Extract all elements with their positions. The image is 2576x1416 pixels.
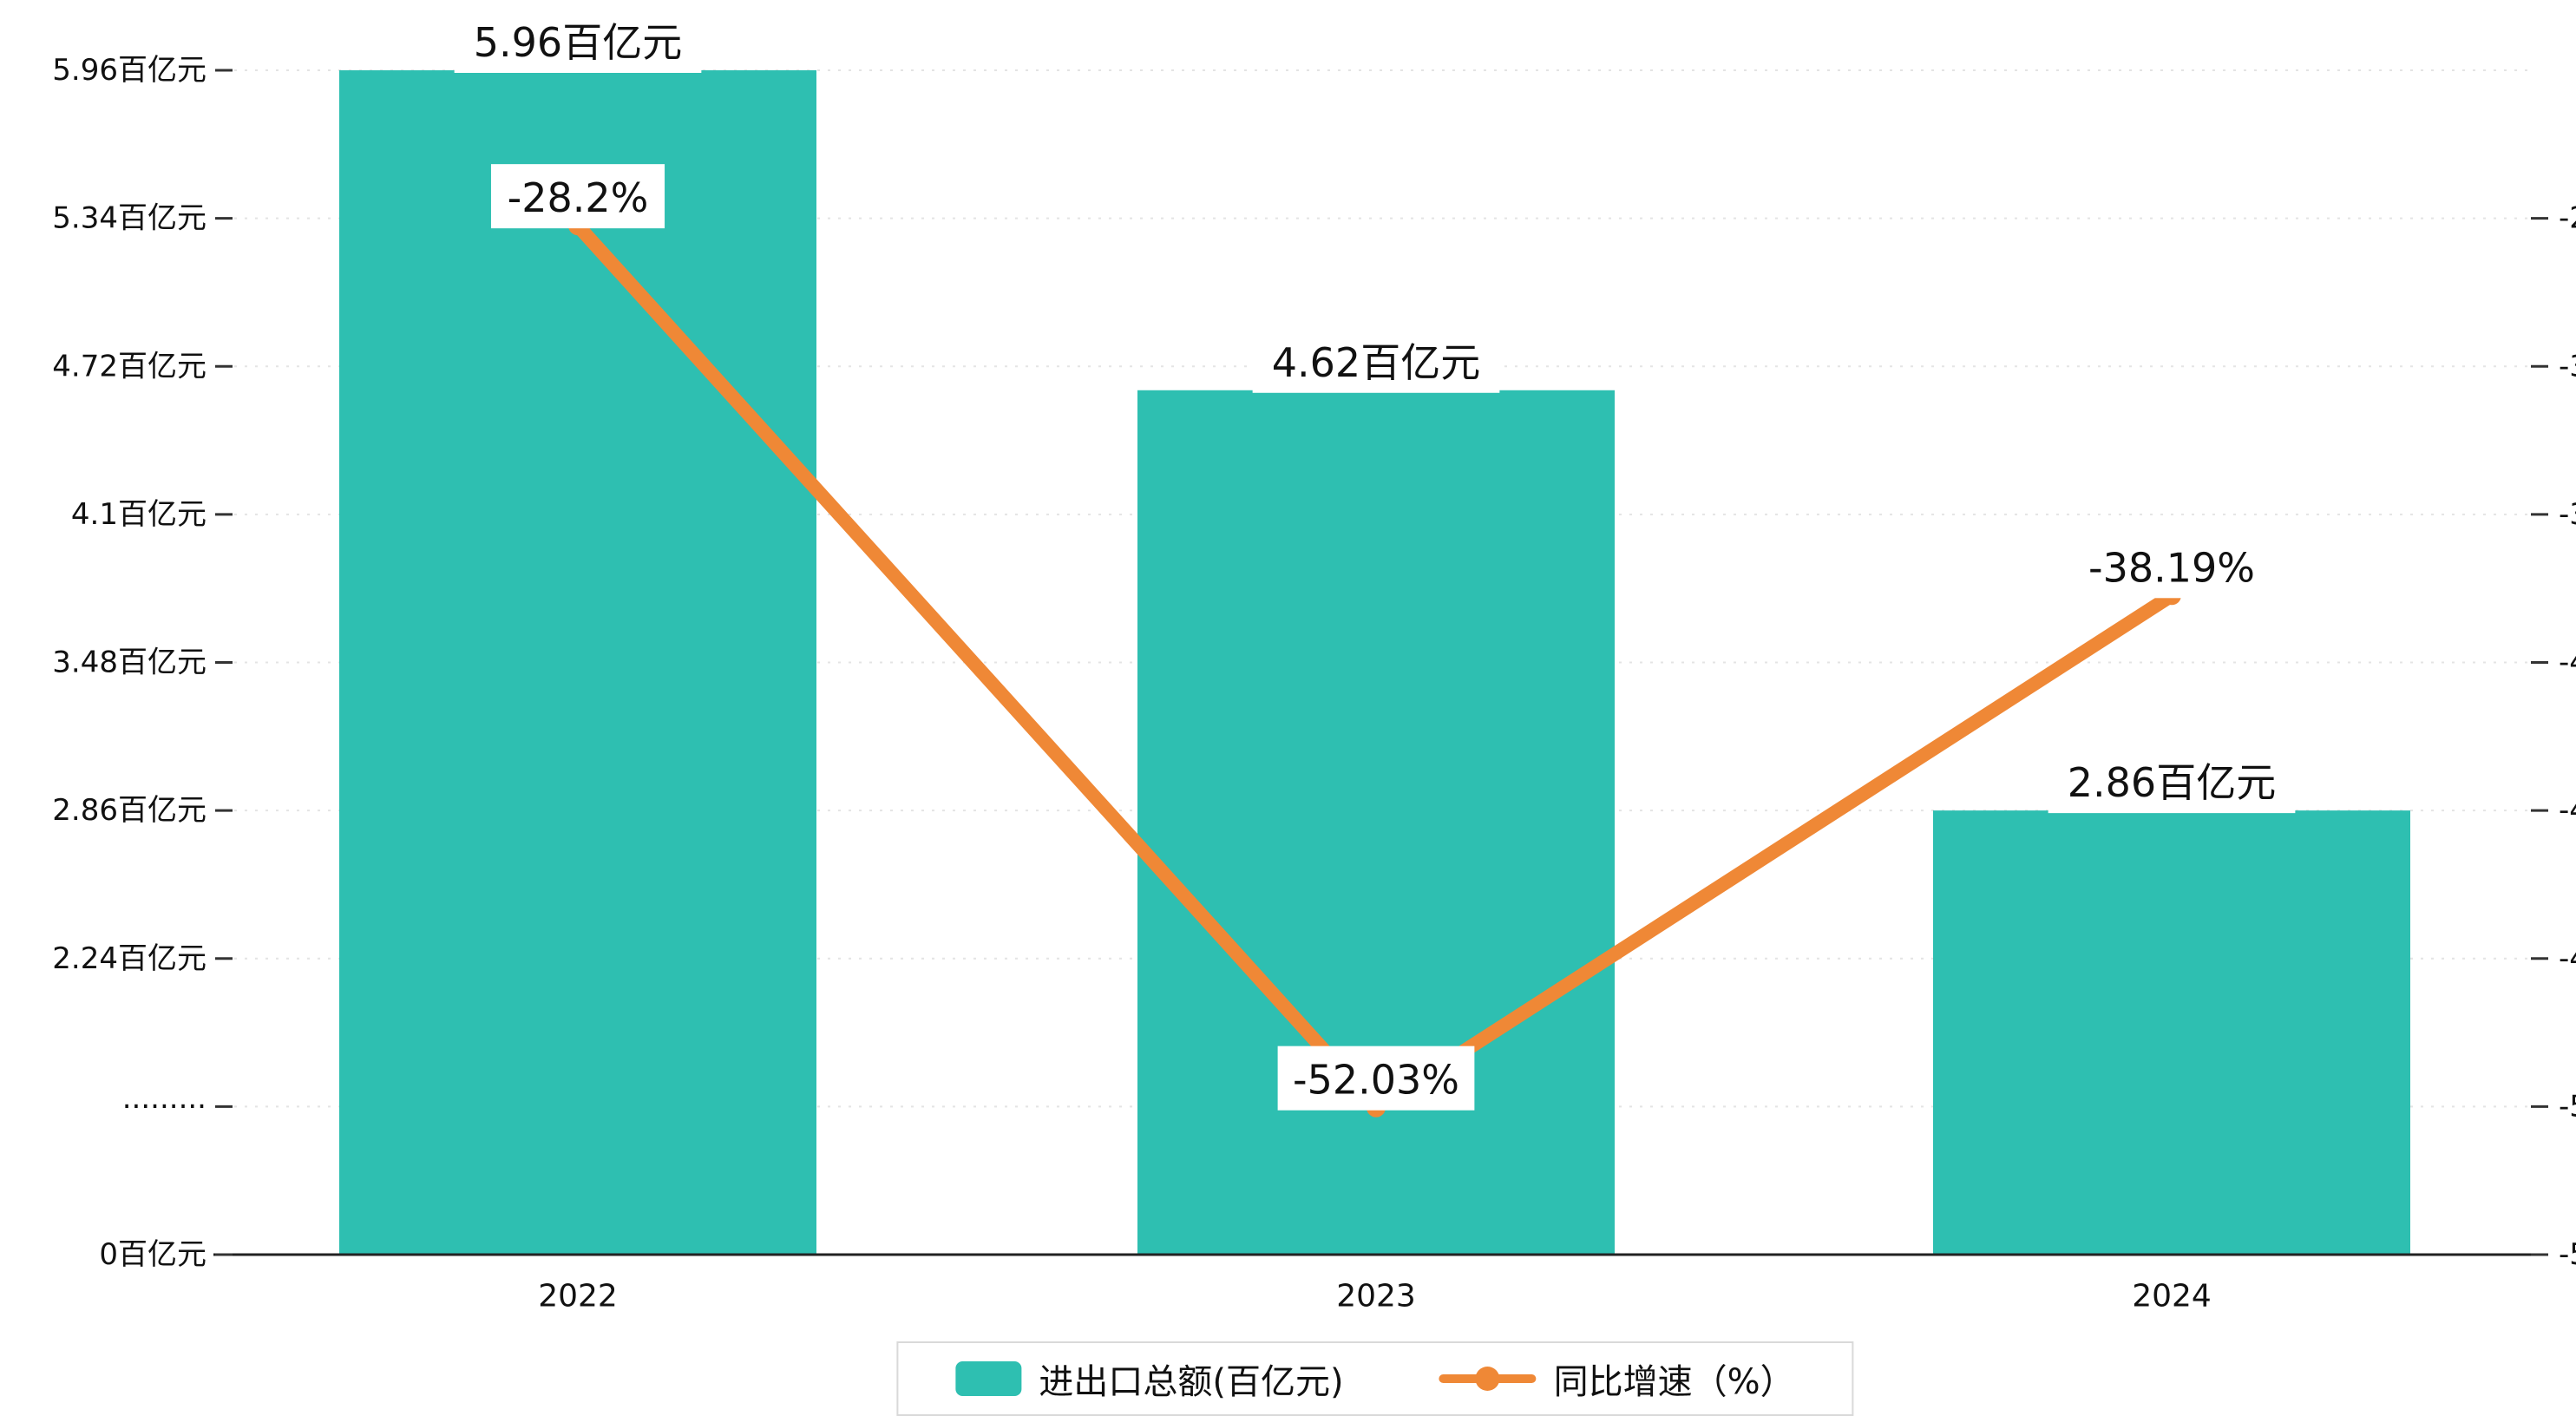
- bar-label-2024: 2.86百亿元: [2068, 759, 2276, 806]
- left-axis-label: 4.72百亿元: [52, 349, 206, 384]
- line-label-2024: -38.19%: [2088, 544, 2255, 591]
- bar-label-2023: 4.62百亿元: [1272, 339, 1480, 386]
- right-axis-label: -28: [2559, 201, 2576, 236]
- bar-2024[interactable]: [1933, 810, 2410, 1255]
- right-axis-label: -44: [2559, 793, 2576, 828]
- bar-label-2024-bg: [2048, 749, 2296, 814]
- left-axis-label: 5.96百亿元: [52, 53, 206, 88]
- bar-label-2022: 5.96百亿元: [474, 19, 682, 66]
- x-axis-label-2024: 2024: [2132, 1279, 2212, 1314]
- bar-2023[interactable]: [1137, 390, 1615, 1255]
- x-axis-label-2022: 2022: [538, 1279, 618, 1314]
- legend-item-line-series[interactable]: 同比增速（%）: [1439, 1354, 1795, 1404]
- left-axis-label: ·········: [122, 1089, 206, 1124]
- line-legend-dot-icon: [1475, 1367, 1500, 1391]
- left-axis-label: 5.34百亿元: [52, 201, 206, 236]
- left-axis-label: 3.48百亿元: [52, 646, 206, 680]
- bar-label-2023-bg: [1252, 328, 1500, 393]
- line-label-2023: -52.03%: [1293, 1057, 1459, 1104]
- right-axis-label: -32: [2559, 349, 2576, 384]
- right-axis-label: -36: [2559, 497, 2576, 532]
- right-axis-label: -52: [2559, 1089, 2576, 1124]
- line-label-2022-bg: [490, 164, 665, 229]
- left-axis-label: 2.24百亿元: [52, 941, 206, 976]
- left-axis-label: 2.86百亿元: [52, 793, 206, 828]
- bar-legend-label: 进出口总额(百亿元): [1039, 1362, 1344, 1402]
- right-axis-label: -48: [2559, 941, 2576, 976]
- x-axis-label-2023: 2023: [1336, 1279, 1416, 1314]
- bar-label-2022-bg: [454, 9, 702, 73]
- legend: 进出口总额(百亿元) 同比增速（%）: [896, 1341, 1854, 1416]
- line-legend-marker: [1439, 1367, 1537, 1391]
- legend-item-bar-series[interactable]: 进出口总额(百亿元): [955, 1354, 1344, 1404]
- left-axis-label: 4.1百亿元: [71, 497, 206, 532]
- line-label-2022: -28.2%: [508, 174, 649, 221]
- bar-2022[interactable]: [339, 70, 816, 1255]
- right-axis-label: -40: [2559, 646, 2576, 680]
- line-legend-label: 同比增速（%）: [1553, 1362, 1795, 1402]
- right-axis-label: -56: [2559, 1237, 2576, 1272]
- line-label-2024-bg: [2073, 534, 2271, 599]
- bar-legend-swatch: [955, 1361, 1022, 1396]
- left-axis-label: 0百亿元: [99, 1237, 206, 1272]
- line-label-2023-bg: [1277, 1046, 1475, 1111]
